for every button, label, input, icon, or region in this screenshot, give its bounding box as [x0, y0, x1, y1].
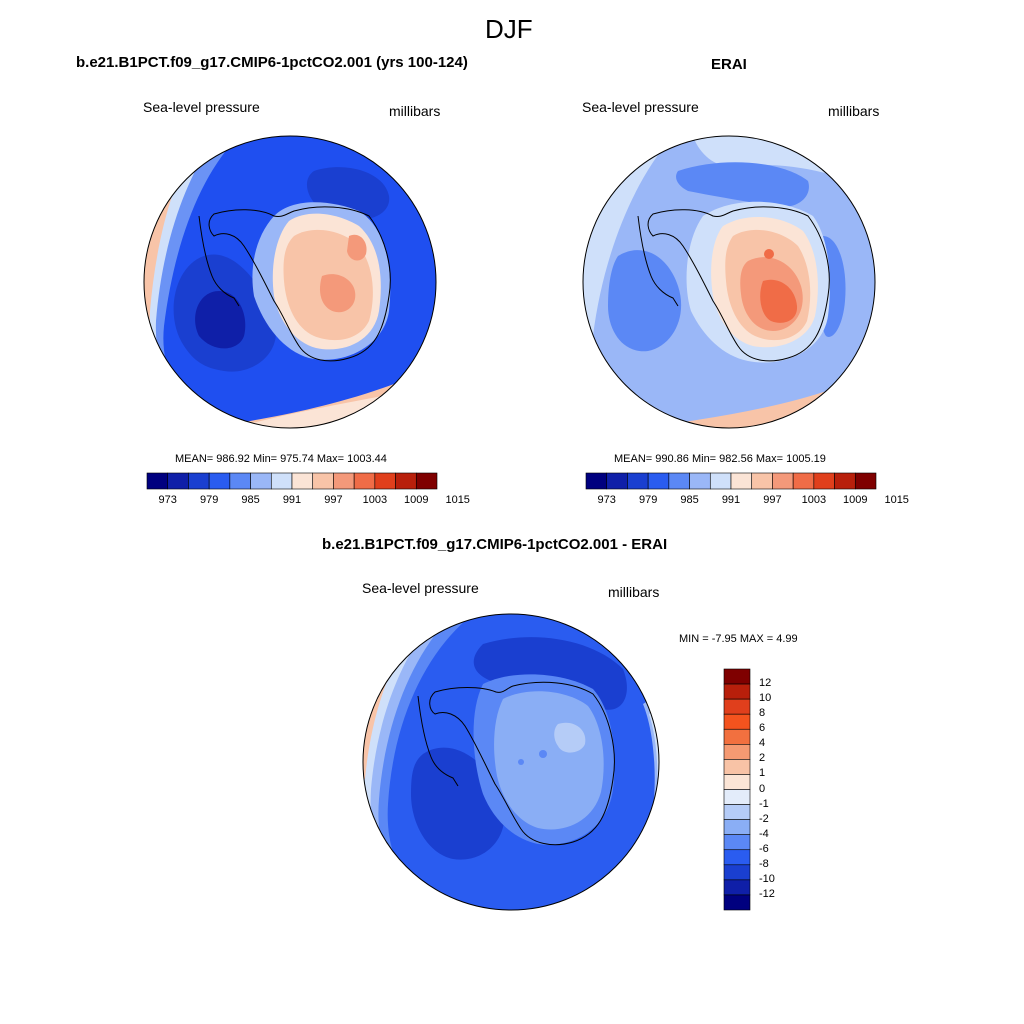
panel-diff-colorbar: [723, 668, 751, 911]
colorbar-swatch: [723, 849, 751, 866]
colorbar-tick-label: 1: [759, 767, 766, 780]
colorbar-tick-label: 6: [759, 722, 766, 735]
colorbar-swatch: [723, 894, 751, 911]
colorbar-swatch: [723, 744, 751, 760]
figure-title: DJF: [485, 14, 533, 44]
colorbar-swatch: [730, 472, 753, 490]
colorbar-swatch: [723, 819, 751, 835]
colorbar-swatch: [854, 472, 877, 490]
colorbar-swatch: [723, 774, 751, 790]
colorbar-tick-label: 985: [680, 494, 699, 506]
colorbar-tick-label: 997: [763, 494, 782, 506]
colorbar-tick-label: 1015: [445, 494, 470, 506]
colorbar-swatch: [834, 472, 856, 490]
colorbar-swatch: [167, 472, 189, 490]
colorbar-swatch: [723, 759, 751, 775]
colorbar-swatch: [250, 472, 272, 490]
colorbar-swatch: [395, 472, 417, 490]
colorbar-swatch: [751, 472, 773, 490]
panel-obs-colorbar: [585, 472, 877, 490]
colorbar-tick-label: -6: [759, 842, 769, 855]
colorbar-swatch: [723, 879, 751, 896]
colorbar-tick-label: -10: [759, 872, 775, 885]
colorbar-swatch: [270, 472, 293, 490]
colorbar-swatch: [333, 472, 355, 490]
colorbar-swatch: [374, 472, 396, 490]
panel-diff-map: [362, 613, 660, 911]
colorbar-tick-label: -4: [759, 827, 769, 840]
colorbar-swatch: [668, 472, 690, 490]
colorbar-swatch: [415, 472, 438, 490]
colorbar-swatch: [723, 834, 751, 851]
colorbar-tick-label: 1003: [362, 494, 388, 506]
colorbar-swatch: [689, 472, 711, 490]
colorbar-swatch: [291, 472, 314, 490]
colorbar-swatch: [353, 472, 376, 490]
panel-model-title: b.e21.B1PCT.f09_g17.CMIP6-1pctCO2.001 (y…: [76, 54, 468, 71]
colorbar-swatch: [208, 472, 231, 490]
colorbar-tick-label: 979: [638, 494, 658, 506]
colorbar-swatch: [723, 713, 751, 730]
panel-model-variable: Sea-level pressure: [143, 99, 260, 115]
panel-model-map: [143, 135, 437, 429]
colorbar-swatch: [723, 864, 751, 881]
colorbar-swatch: [723, 683, 751, 700]
panel-obs-variable: Sea-level pressure: [582, 99, 699, 115]
colorbar-tick-label: -12: [759, 887, 775, 900]
colorbar-tick-label: -2: [759, 812, 769, 825]
colorbar-tick-label: 12: [759, 677, 772, 690]
panel-diff-stats: MIN = -7.95 MAX = 4.99: [679, 633, 798, 645]
panel-obs-units: millibars: [828, 103, 880, 119]
map-boundary: [143, 135, 437, 429]
colorbar-tick-label: 4: [759, 737, 766, 750]
colorbar-swatch: [647, 472, 670, 490]
colorbar-swatch: [772, 472, 794, 490]
colorbar-swatch: [723, 789, 751, 805]
colorbar-swatch: [723, 698, 751, 715]
colorbar-tick-label: 973: [158, 494, 177, 506]
panel-obs-title: ERAI: [711, 56, 747, 73]
colorbar-swatch: [723, 728, 751, 745]
colorbar-tick-label: 997: [324, 494, 343, 506]
colorbar-swatch: [585, 472, 608, 490]
colorbar-tick-label: 8: [759, 707, 766, 720]
colorbar-tick-label: 1009: [843, 494, 868, 506]
panel-model-units: millibars: [389, 103, 441, 119]
colorbar-swatch: [188, 472, 210, 490]
panel-model-colorbar: [146, 472, 438, 490]
colorbar-tick-label: 10: [759, 692, 772, 705]
panel-model-stats: MEAN= 986.92 Min= 975.74 Max= 1003.44: [175, 453, 387, 465]
colorbar-tick-label: -1: [759, 797, 769, 810]
colorbar-swatch: [792, 472, 815, 490]
colorbar-tick-label: 2: [759, 752, 766, 765]
colorbar-tick-label: 985: [241, 494, 260, 506]
colorbar-swatch: [627, 472, 649, 490]
panel-obs-map: [582, 135, 876, 429]
panel-obs-stats: MEAN= 990.86 Min= 982.56 Max= 1005.19: [614, 453, 826, 465]
colorbar-tick-label: 1015: [884, 494, 909, 506]
panel-diff-title: b.e21.B1PCT.f09_g17.CMIP6-1pctCO2.001 - …: [322, 536, 668, 553]
colorbar-tick-label: 0: [759, 782, 766, 795]
colorbar-tick-label: 973: [597, 494, 616, 506]
colorbar-tick-label: 1003: [801, 494, 827, 506]
colorbar-swatch: [723, 668, 751, 685]
colorbar-tick-label: 991: [721, 494, 741, 506]
coastline: [198, 206, 391, 362]
colorbar-swatch: [312, 472, 334, 490]
colorbar-tick-label: 991: [282, 494, 302, 506]
colorbar-tick-label: -8: [759, 857, 769, 870]
colorbar-tick-label: 1009: [404, 494, 429, 506]
colorbar-swatch: [229, 472, 251, 490]
panel-diff-units: millibars: [608, 584, 660, 600]
colorbar-swatch: [723, 804, 751, 820]
colorbar-swatch: [606, 472, 628, 490]
colorbar-swatch: [813, 472, 835, 490]
colorbar-tick-label: 979: [199, 494, 219, 506]
panel-diff-variable: Sea-level pressure: [362, 580, 479, 596]
colorbar-swatch: [146, 472, 169, 490]
colorbar-swatch: [709, 472, 732, 490]
